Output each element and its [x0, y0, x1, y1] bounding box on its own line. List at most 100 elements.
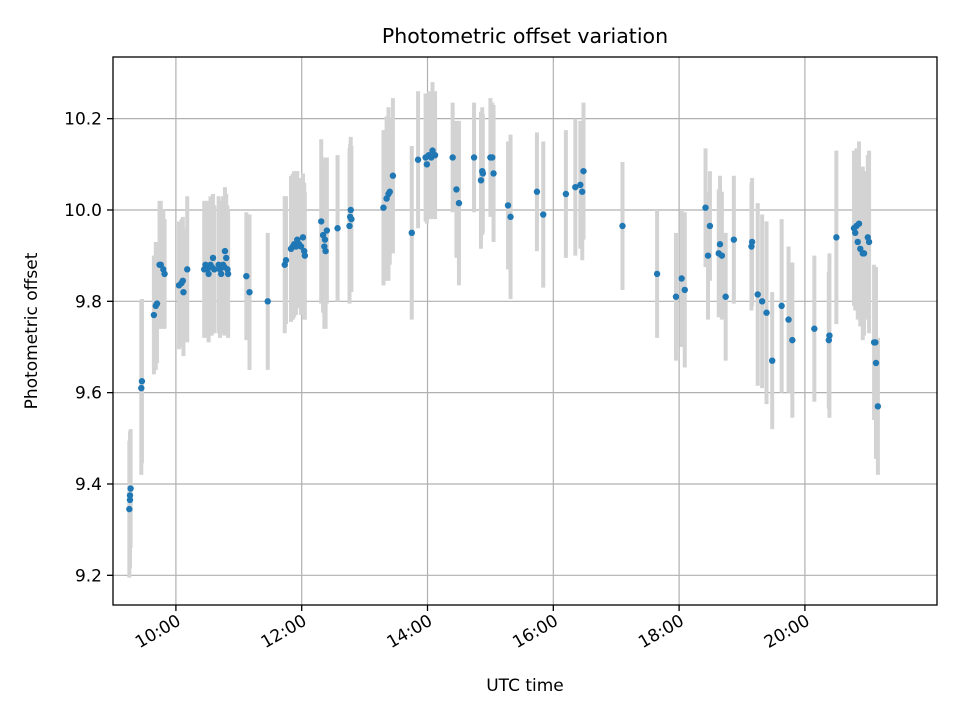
data-point: [299, 234, 307, 241]
data-point: [811, 325, 818, 332]
y-tick-label: 10.2: [64, 110, 102, 130]
data-point: [758, 298, 766, 305]
data-point: [718, 252, 726, 259]
data-point: [301, 252, 309, 259]
data-point: [619, 222, 626, 230]
y-tick-label: 9.4: [75, 475, 102, 495]
x-axis-label: UTC time: [486, 676, 564, 696]
data-point: [754, 291, 761, 298]
data-point: [833, 234, 840, 241]
data-point: [470, 154, 478, 161]
data-point: [321, 236, 329, 243]
plot-area-frame: [112, 56, 938, 606]
data-points: [126, 147, 882, 513]
data-point: [872, 359, 880, 367]
x-axis-ticks: 10:00 12:00 14:00 16:00 18:00 20:00: [132, 605, 813, 653]
data-point: [184, 266, 191, 273]
data-point: [323, 227, 331, 234]
data-point: [217, 270, 225, 278]
y-axis-label: Photometric offset: [22, 252, 42, 409]
data-point: [722, 293, 729, 300]
data-point: [477, 177, 485, 184]
data-point: [490, 170, 497, 177]
x-tick-label: 14:00: [384, 611, 436, 653]
data-point: [223, 254, 230, 262]
data-point: [126, 492, 134, 499]
data-point: [334, 225, 341, 232]
data-point: [577, 181, 584, 189]
errorbars: [127, 82, 880, 578]
data-point: [414, 156, 422, 163]
data-point: [161, 270, 168, 278]
data-point: [572, 183, 579, 191]
data-point: [264, 298, 271, 305]
data-point: [854, 238, 861, 246]
data-point: [860, 250, 868, 257]
data-point: [672, 293, 680, 300]
data-point: [150, 311, 158, 319]
data-point: [431, 151, 439, 159]
data-point: [769, 357, 776, 364]
data-point: [282, 257, 290, 264]
x-tick-label: 16:00: [509, 611, 561, 653]
data-point: [347, 206, 354, 214]
data-point: [826, 332, 833, 339]
data-point: [243, 273, 250, 280]
data-point: [704, 252, 712, 259]
data-point: [209, 254, 217, 262]
data-point: [865, 238, 873, 246]
y-axis-ticks: 9.2 9.4 9.6 9.8 10.0 10.2: [64, 110, 113, 586]
data-point: [874, 403, 882, 410]
data-point: [716, 241, 724, 248]
data-point: [453, 186, 460, 193]
x-tick-label: 20:00: [761, 611, 813, 653]
data-point: [748, 238, 756, 246]
data-point: [221, 247, 229, 255]
data-point: [179, 277, 187, 284]
data-point: [852, 229, 859, 237]
data-point: [205, 270, 212, 278]
data-point: [579, 188, 586, 195]
data-point: [681, 286, 688, 294]
data-point: [297, 243, 305, 250]
data-point: [126, 505, 133, 513]
data-point: [730, 236, 738, 243]
data-point: [211, 266, 218, 273]
data-point: [580, 167, 587, 175]
data-point: [318, 218, 325, 225]
data-point: [540, 211, 547, 218]
data-point: [763, 309, 770, 316]
data-point: [348, 215, 355, 223]
data-point: [449, 154, 456, 161]
data-point: [389, 172, 397, 179]
data-point: [706, 222, 714, 230]
data-point: [702, 204, 709, 211]
data-point: [153, 300, 161, 307]
chart-title: Photometric offset variation: [382, 24, 668, 48]
data-point: [855, 220, 863, 227]
data-point: [872, 339, 879, 346]
data-point: [246, 288, 253, 296]
y-tick-label: 10.0: [64, 201, 102, 221]
data-point: [455, 199, 463, 207]
data-point: [138, 384, 145, 392]
data-point: [126, 496, 134, 504]
data-point: [489, 154, 496, 161]
data-point: [507, 213, 514, 221]
data-point: [678, 275, 685, 282]
y-tick-label: 9.8: [75, 292, 102, 312]
data-point: [479, 170, 487, 177]
data-point: [322, 247, 329, 255]
data-point: [533, 188, 541, 195]
data-point: [138, 378, 146, 385]
data-point: [504, 202, 512, 209]
data-point: [346, 222, 353, 230]
data-point: [778, 302, 785, 310]
data-point: [408, 229, 415, 237]
data-point: [386, 188, 393, 195]
data-point: [180, 288, 187, 296]
y-tick-label: 9.6: [75, 384, 102, 404]
data-point: [653, 270, 661, 278]
